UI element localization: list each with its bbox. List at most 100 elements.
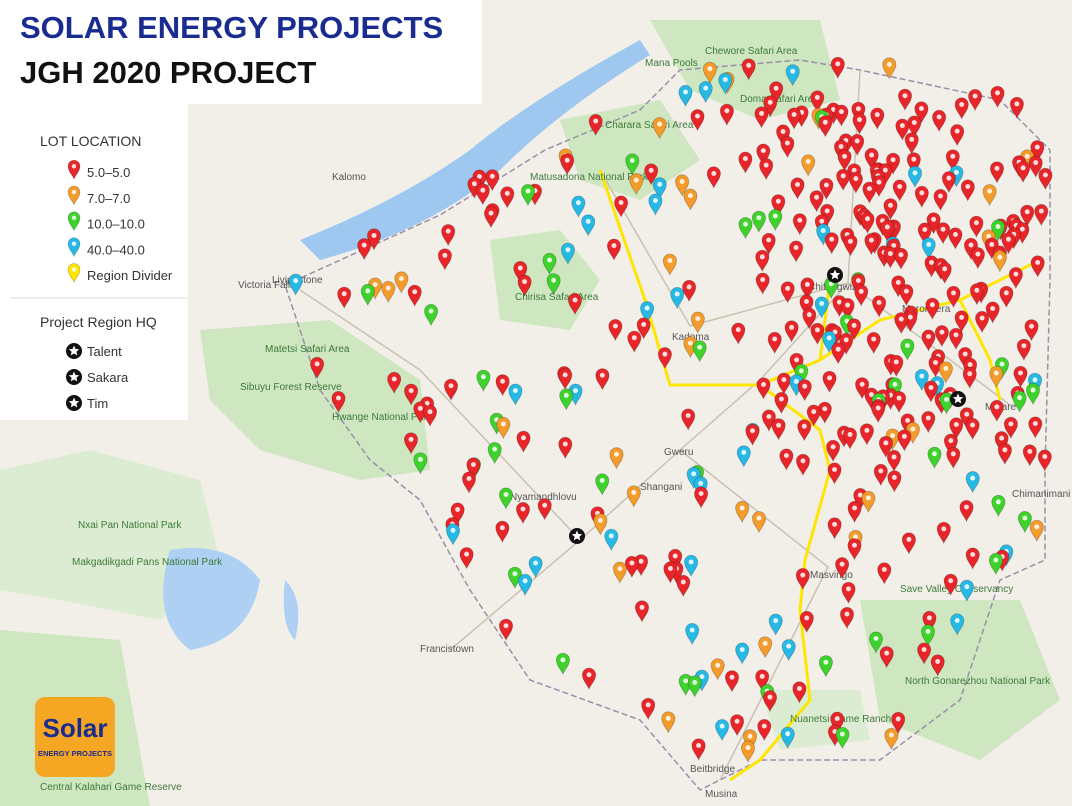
pin-dot — [735, 327, 741, 333]
pin-dot — [698, 480, 704, 486]
pin-body — [989, 366, 1004, 389]
pin-body — [1034, 204, 1049, 227]
pin-dot — [759, 254, 765, 260]
pin — [883, 246, 898, 269]
pin-dot — [989, 241, 995, 247]
pin — [1016, 160, 1031, 184]
pin — [989, 399, 1004, 423]
pin-dot — [739, 647, 745, 653]
pin-dot — [741, 449, 747, 455]
pin-body — [969, 283, 984, 306]
pin-body — [948, 327, 964, 351]
hq-star — [571, 530, 583, 541]
pin-dot — [898, 316, 904, 322]
pin — [827, 462, 842, 485]
pin-body — [806, 404, 821, 427]
pin-body — [835, 727, 850, 750]
pin-body — [443, 378, 459, 402]
pin-body — [943, 573, 958, 597]
pin-body — [614, 195, 629, 218]
pin-dot — [761, 723, 767, 729]
pin-dot — [898, 252, 904, 258]
pin — [799, 610, 814, 634]
pin-dot — [667, 258, 673, 264]
pin — [475, 183, 490, 206]
pin-dot — [71, 189, 77, 195]
pin — [921, 329, 936, 352]
pin — [854, 284, 869, 307]
pin-dot — [71, 164, 77, 169]
pin-dot — [314, 361, 320, 367]
pin-dot — [1008, 421, 1014, 427]
pin — [614, 195, 629, 218]
pin-body — [571, 195, 586, 218]
pin-dot — [464, 551, 470, 557]
pin-body — [965, 547, 980, 570]
pin-dot — [593, 118, 599, 124]
pin-dot — [953, 332, 959, 338]
pin — [848, 171, 863, 194]
pin — [847, 318, 862, 341]
pin-dot — [766, 237, 772, 243]
pin-body — [864, 233, 879, 256]
pin-body — [883, 198, 898, 221]
pin — [841, 581, 856, 605]
pin — [1029, 519, 1044, 543]
pin — [424, 304, 439, 327]
pin — [735, 500, 750, 524]
pin-body — [988, 552, 1003, 576]
pin-body — [755, 669, 770, 692]
pin-dot — [868, 237, 874, 243]
pin-body — [625, 153, 640, 176]
pin-dot — [563, 392, 569, 398]
pin-dot — [919, 190, 925, 196]
pin — [822, 370, 837, 394]
pin-body — [847, 500, 862, 524]
pin-body — [797, 419, 812, 442]
pin — [872, 295, 887, 318]
pin-dot — [933, 360, 938, 366]
pin-dot — [929, 302, 935, 308]
pin — [684, 554, 699, 578]
pin-dot — [747, 733, 753, 739]
pin-body — [751, 210, 766, 234]
pin-dot — [365, 288, 371, 294]
pin — [710, 658, 725, 681]
pin-body — [608, 319, 623, 342]
pin-body — [662, 253, 677, 276]
pin — [357, 238, 372, 261]
pin-dot — [512, 571, 518, 577]
pin-dot — [819, 218, 825, 224]
pin-body — [800, 277, 815, 300]
pin — [508, 383, 523, 406]
pin — [962, 366, 977, 390]
pin — [923, 380, 939, 403]
logo-word: Solar — [42, 713, 107, 743]
pin-dot — [783, 453, 789, 459]
pin-dot — [926, 241, 932, 247]
pin — [930, 654, 945, 677]
pin-dot — [638, 558, 644, 564]
pin-dot — [805, 158, 811, 164]
pin-body — [767, 331, 782, 355]
pin-dot — [503, 492, 509, 498]
pin-dot — [489, 173, 495, 179]
pin-body — [797, 379, 812, 402]
pin-dot — [767, 99, 773, 105]
pin — [988, 552, 1003, 576]
pin-dot — [585, 218, 591, 224]
pin-dot — [789, 324, 795, 330]
pin — [997, 442, 1012, 466]
pin-dot — [724, 108, 730, 114]
pin-body — [560, 153, 575, 176]
pin-dot — [967, 371, 973, 377]
pin-body — [989, 399, 1004, 423]
pin — [730, 714, 745, 737]
pin-body — [852, 112, 867, 135]
place-label: Matetsi Safari Area — [265, 344, 350, 355]
pin — [818, 655, 833, 678]
pin-dot — [826, 335, 832, 341]
pin-body — [595, 368, 610, 391]
pin-body — [946, 446, 961, 470]
pin — [498, 487, 514, 510]
